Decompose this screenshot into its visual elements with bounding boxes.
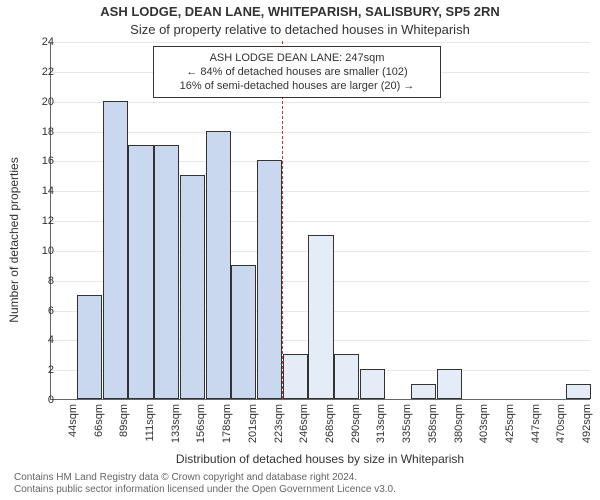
y-tick-label: 20	[24, 96, 54, 108]
y-tick-label: 8	[24, 275, 54, 287]
y-tick-label: 18	[24, 126, 54, 138]
histogram-bar	[411, 384, 436, 399]
annotation-line3: 16% of semi-detached houses are larger (…	[160, 79, 434, 93]
histogram-bar	[257, 160, 282, 399]
x-tick-label: 470sqm	[555, 404, 567, 464]
x-tick-label: 425sqm	[504, 404, 516, 464]
y-tick-label: 4	[24, 334, 54, 346]
x-tick-label: 358sqm	[427, 404, 439, 464]
attribution-line2: Contains public sector information licen…	[14, 484, 590, 496]
histogram-bar	[180, 175, 205, 399]
histogram-bar	[566, 384, 591, 399]
y-tick-label: 0	[24, 394, 54, 406]
chart-title: ASH LODGE, DEAN LANE, WHITEPARISH, SALIS…	[0, 4, 600, 19]
histogram-bar	[206, 131, 231, 400]
x-tick-label: 111sqm	[144, 404, 156, 464]
annotation-box: ASH LODGE DEAN LANE: 247sqm← 84% of deta…	[153, 46, 441, 98]
histogram-bar	[231, 265, 256, 399]
x-tick-label: 223sqm	[273, 404, 285, 464]
histogram-bar	[128, 145, 153, 399]
histogram-bar	[437, 369, 462, 399]
y-tick-label: 12	[24, 215, 54, 227]
annotation-line1: ASH LODGE DEAN LANE: 247sqm	[160, 51, 434, 65]
x-tick-label: 156sqm	[195, 404, 207, 464]
x-tick-label: 133sqm	[170, 404, 182, 464]
y-tick-label: 2	[24, 364, 54, 376]
x-tick-label: 335sqm	[401, 404, 413, 464]
page-root: ASH LODGE, DEAN LANE, WHITEPARISH, SALIS…	[0, 0, 600, 500]
histogram-bar	[103, 101, 128, 399]
y-tick-label: 22	[24, 66, 54, 78]
histogram-bar	[283, 354, 308, 399]
y-tick-label: 10	[24, 245, 54, 257]
y-tick-label: 24	[24, 36, 54, 48]
histogram-bar	[360, 369, 385, 399]
annotation-line2: ← 84% of detached houses are smaller (10…	[160, 65, 434, 79]
gridline-h	[51, 102, 590, 103]
y-tick-label: 16	[24, 155, 54, 167]
attribution-line1: Contains HM Land Registry data © Crown c…	[14, 472, 590, 484]
gridline-h	[51, 132, 590, 133]
histogram-bar	[154, 145, 179, 399]
histogram-bar	[334, 354, 359, 399]
x-tick-label: 268sqm	[324, 404, 336, 464]
y-axis-label: Number of detached properties	[7, 157, 21, 322]
x-tick-label: 201sqm	[247, 404, 259, 464]
x-tick-label: 447sqm	[530, 404, 542, 464]
chart-subtitle: Size of property relative to detached ho…	[0, 22, 600, 37]
x-tick-label: 492sqm	[581, 404, 593, 464]
x-tick-label: 290sqm	[350, 404, 362, 464]
attribution: Contains HM Land Registry data © Crown c…	[14, 472, 590, 496]
x-tick-label: 313sqm	[375, 404, 387, 464]
y-tick-label: 6	[24, 305, 54, 317]
histogram-bar	[308, 235, 333, 399]
x-tick-label: 89sqm	[118, 404, 130, 464]
gridline-h	[51, 42, 590, 43]
x-tick-label: 380sqm	[453, 404, 465, 464]
x-tick-label: 403sqm	[478, 404, 490, 464]
histogram-bar	[77, 295, 102, 399]
x-tick-label: 66sqm	[93, 404, 105, 464]
x-tick-label: 178sqm	[221, 404, 233, 464]
plot-area: ASH LODGE DEAN LANE: 247sqm← 84% of deta…	[50, 42, 590, 400]
x-tick-label: 44sqm	[67, 404, 79, 464]
y-tick-label: 14	[24, 185, 54, 197]
x-tick-label: 246sqm	[298, 404, 310, 464]
